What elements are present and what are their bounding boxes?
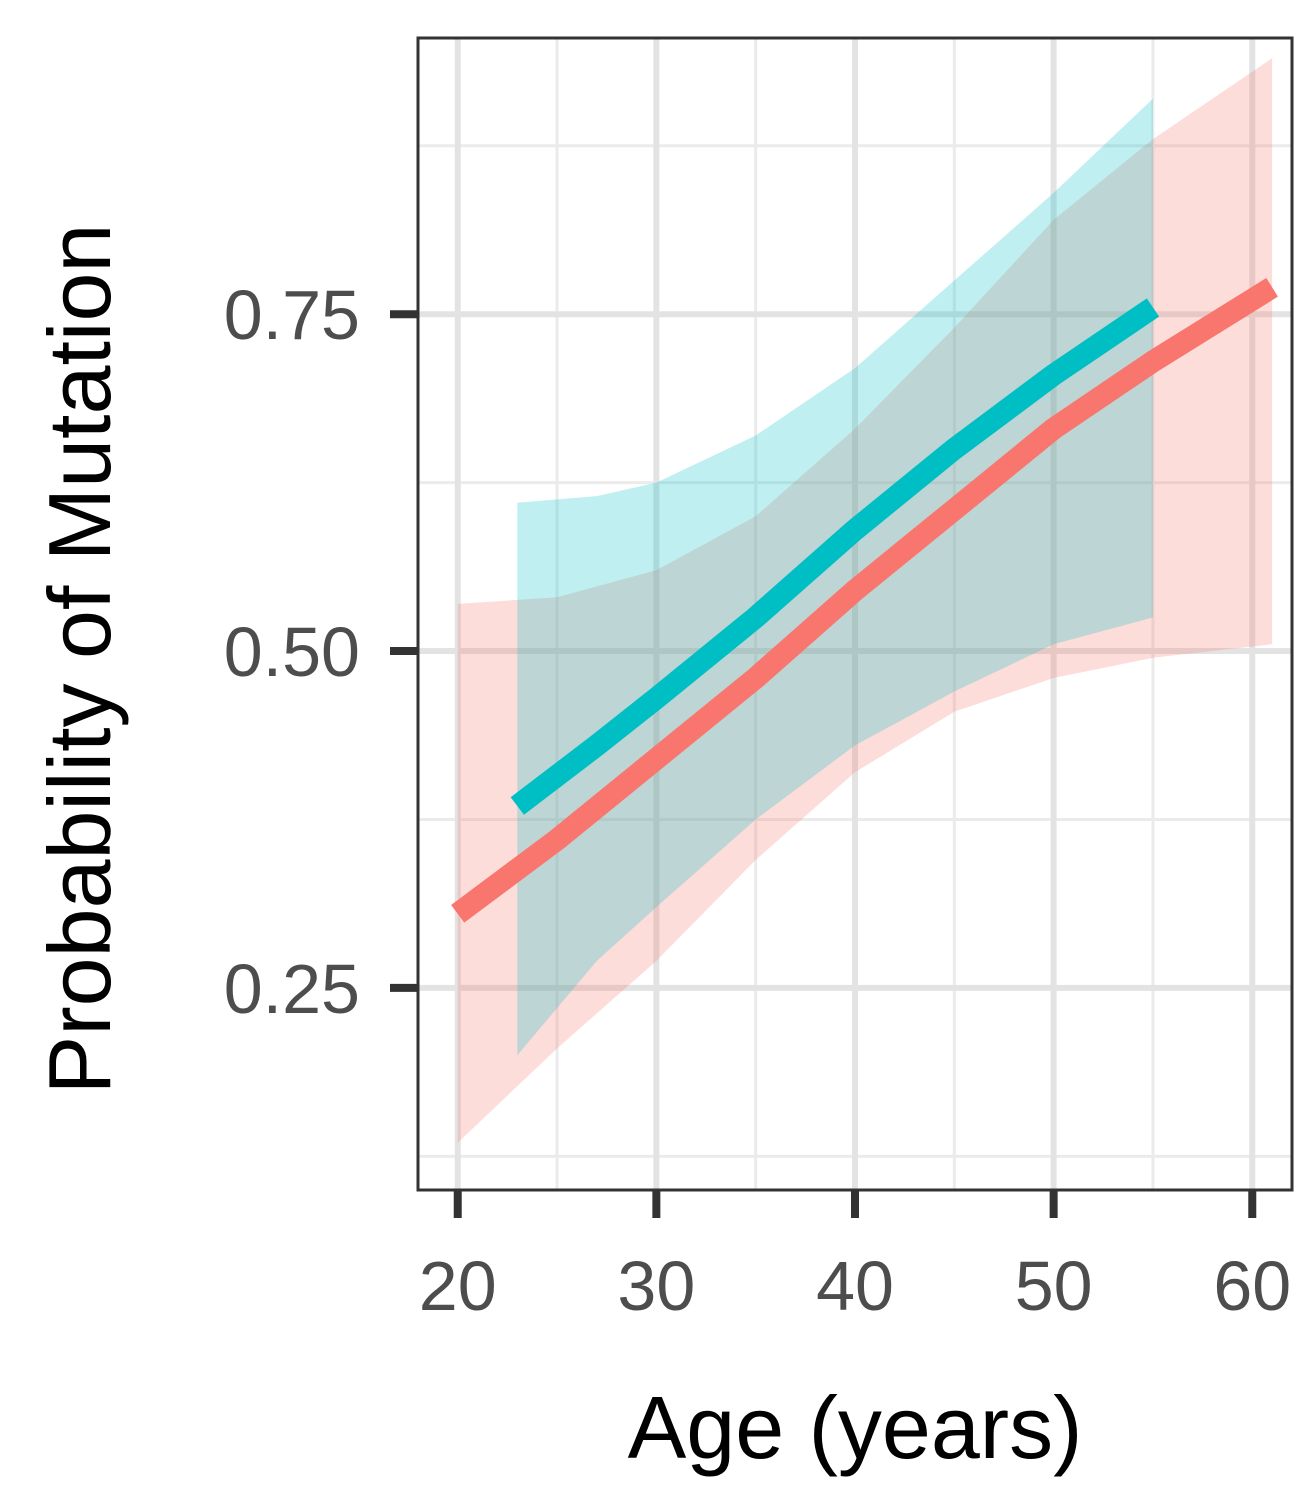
series-lines xyxy=(451,277,1278,923)
x-axis-title: Age (years) xyxy=(628,1378,1083,1477)
series-line-2 xyxy=(510,298,1160,815)
x-tick-label: 30 xyxy=(617,1247,695,1325)
y-tick-label: 0.75 xyxy=(224,276,360,354)
confidence-ribbons xyxy=(457,58,1273,1143)
x-axis: 20 30 40 50 60 xyxy=(419,1190,1291,1325)
x-tick-label: 60 xyxy=(1213,1247,1291,1325)
x-tick-label: 50 xyxy=(1015,1247,1093,1325)
confidence-band-1 xyxy=(457,58,1273,1143)
series-line-1 xyxy=(451,277,1278,923)
y-tick-label: 0.50 xyxy=(224,613,360,691)
y-axis: 0.25 0.50 0.75 xyxy=(224,276,418,1028)
y-tick-label: 0.25 xyxy=(224,950,360,1028)
grid xyxy=(418,38,1292,1190)
x-tick-label: 40 xyxy=(816,1247,894,1325)
y-axis-title: Probability of Mutation xyxy=(30,224,129,1095)
x-tick-label: 20 xyxy=(419,1247,497,1325)
confidence-band-2 xyxy=(517,98,1153,1056)
